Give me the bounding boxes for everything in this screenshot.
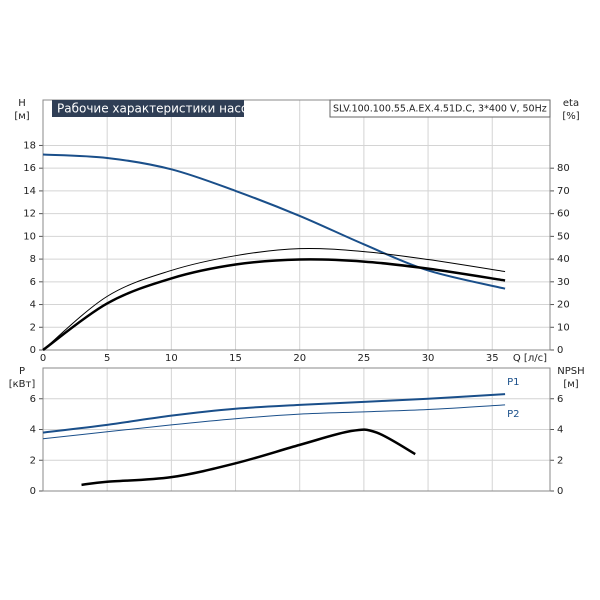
x-tick-label: 25 xyxy=(358,353,371,364)
curve xyxy=(81,428,416,487)
y2-tick-label: 80 xyxy=(557,163,570,174)
plot-area xyxy=(43,100,550,350)
curve xyxy=(42,404,506,440)
chart-subtitle: SLV.100.100.55.A.EX.4.51D.C, 3*400 V, 50… xyxy=(333,104,547,115)
y2-axis-unit: [%] xyxy=(562,111,579,122)
x-tick-label: 30 xyxy=(422,353,435,364)
y-tick-label: 14 xyxy=(23,186,36,197)
plot-frame xyxy=(42,367,551,492)
plot-frame xyxy=(42,99,551,351)
x-tick-label: 20 xyxy=(293,353,306,364)
y2-tick-label: 40 xyxy=(557,254,570,265)
curve-label: P1 xyxy=(507,377,519,388)
title-box xyxy=(52,100,244,117)
y2-tick-label: 50 xyxy=(557,231,570,242)
chart-title: Рабочие характеристики насоса xyxy=(57,102,262,116)
x-tick-label: 15 xyxy=(229,353,242,364)
y2-tick-label: 70 xyxy=(557,186,570,197)
y-tick-label: 6 xyxy=(30,277,36,288)
y-tick-label: 2 xyxy=(30,455,36,466)
y-axis-unit: [кВт] xyxy=(9,379,36,390)
y-tick-label: 12 xyxy=(23,209,36,220)
y2-tick-label: 30 xyxy=(557,277,570,288)
y-tick-label: 18 xyxy=(23,140,36,151)
y2-tick-label: 20 xyxy=(557,300,570,311)
y2-tick-label: 4 xyxy=(557,425,563,436)
y-axis-label: H xyxy=(18,98,26,109)
y2-tick-label: 60 xyxy=(557,209,570,220)
y-tick-label: 16 xyxy=(23,163,36,174)
y-tick-label: 4 xyxy=(30,425,36,436)
y2-tick-label: 2 xyxy=(557,455,563,466)
y-axis-unit: [м] xyxy=(14,111,29,122)
x-tick-label: 0 xyxy=(40,353,46,364)
y-tick-label: 8 xyxy=(30,254,36,265)
y-tick-label: 2 xyxy=(30,322,36,333)
y2-axis-label: NPSH xyxy=(557,366,584,377)
y2-tick-label: 10 xyxy=(557,322,570,333)
curve-label: P2 xyxy=(507,409,519,420)
y-tick-label: 10 xyxy=(23,231,36,242)
y-axis-label: P xyxy=(19,366,25,377)
subtitle-box xyxy=(329,99,551,118)
x-tick-label: 10 xyxy=(165,353,178,364)
curve xyxy=(42,258,506,352)
curve xyxy=(42,247,506,351)
x-axis-label: Q [л/с] xyxy=(513,353,547,364)
x-tick-label: 5 xyxy=(104,353,110,364)
y-tick-label: 0 xyxy=(30,345,36,356)
y2-tick-label: 6 xyxy=(557,394,563,405)
y-tick-label: 4 xyxy=(30,300,36,311)
y2-tick-label: 0 xyxy=(557,486,563,497)
y2-axis-label: eta xyxy=(563,98,579,109)
y-tick-label: 0 xyxy=(30,486,36,497)
curve xyxy=(42,393,506,434)
x-tick-label: 35 xyxy=(486,353,499,364)
y2-tick-label: 0 xyxy=(557,345,563,356)
y-tick-label: 6 xyxy=(30,394,36,405)
y2-axis-unit: [м] xyxy=(563,379,578,390)
